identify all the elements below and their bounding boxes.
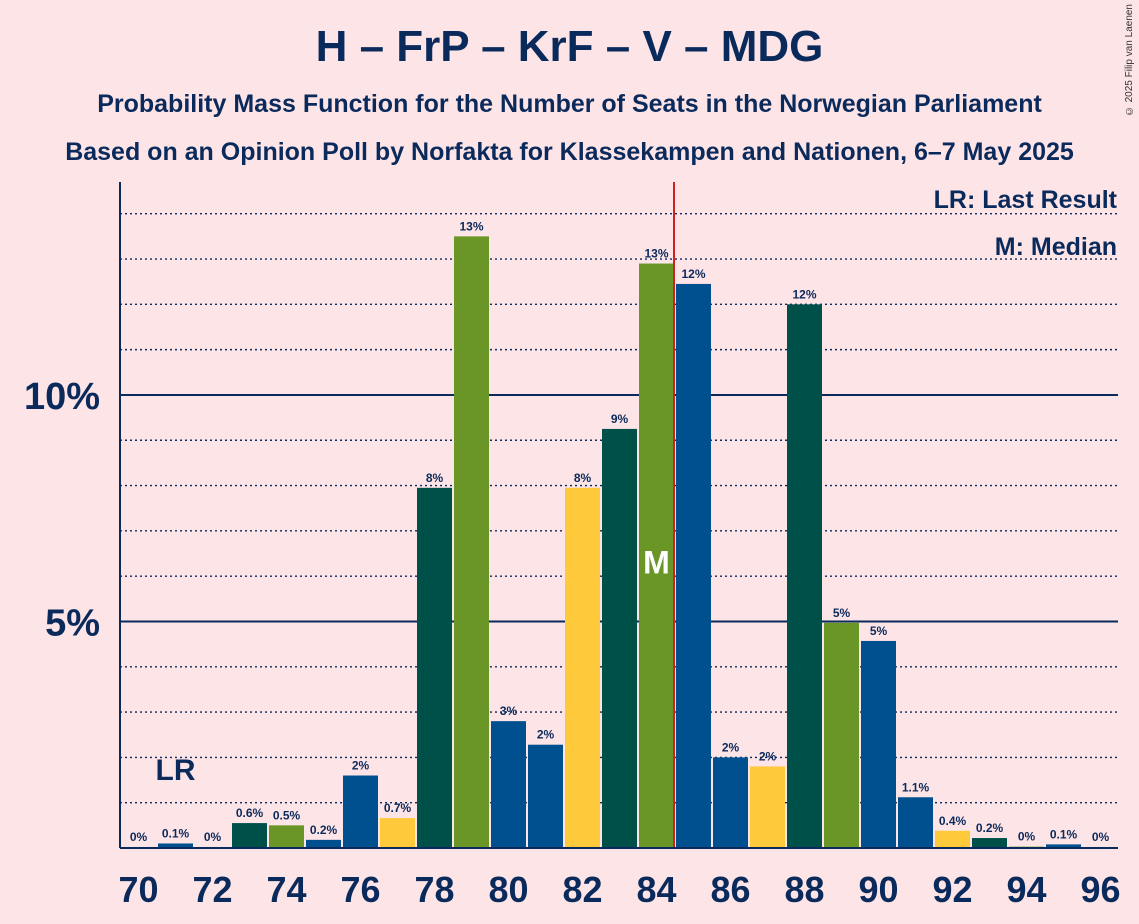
bar-seats-73 xyxy=(232,823,267,848)
bar-seats-84 xyxy=(639,263,674,848)
bar-seats-83 xyxy=(602,428,637,848)
chart-subtitle: Probability Mass Function for the Number… xyxy=(97,90,1042,118)
bar-value-label: 2% xyxy=(722,740,740,754)
bar-value-label: 9% xyxy=(611,412,629,426)
bar-value-label: 12% xyxy=(681,267,705,281)
bar-seats-92 xyxy=(935,830,970,848)
bar-value-label: 8% xyxy=(426,471,444,485)
bar-seats-89 xyxy=(824,622,859,848)
bar-value-label: 2% xyxy=(352,759,370,773)
bar-seats-79 xyxy=(454,236,489,849)
chart-source-line: Based on an Opinion Poll by Norfakta for… xyxy=(65,138,1074,166)
x-tick-label: 74 xyxy=(266,869,306,910)
bar-value-label: 13% xyxy=(459,219,483,233)
x-tick-label: 72 xyxy=(192,869,232,910)
x-tick-label: 84 xyxy=(636,869,676,910)
bar-seats-75 xyxy=(306,839,341,848)
bar-seats-80 xyxy=(491,721,526,848)
x-tick-label: 80 xyxy=(488,869,528,910)
bar-seats-76 xyxy=(343,775,378,848)
bar-value-label: 12% xyxy=(792,287,816,301)
last-result-marker: LR xyxy=(156,754,196,787)
y-tick-label: 10% xyxy=(24,376,100,418)
bar-seats-91 xyxy=(898,797,933,848)
x-tick-label: 86 xyxy=(710,869,750,910)
x-tick-label: 78 xyxy=(414,869,454,910)
chart-title: H – FrP – KrF – V – MDG xyxy=(315,22,824,71)
legend-last-result: LR: Last Result xyxy=(933,186,1117,214)
bar-value-label: 0% xyxy=(1018,830,1036,844)
x-tick-label: 94 xyxy=(1006,869,1046,910)
bar-value-label: 2% xyxy=(537,728,555,742)
bar-value-label: 0% xyxy=(130,830,148,844)
bar-seats-86 xyxy=(713,757,748,848)
bar-value-label: 0% xyxy=(1092,830,1110,844)
x-tick-label: 96 xyxy=(1080,869,1120,910)
x-tick-label: 90 xyxy=(858,869,898,910)
bar-value-label: 0% xyxy=(204,830,222,844)
bar-seats-81 xyxy=(528,744,563,848)
bar-seats-95 xyxy=(1046,844,1081,848)
bar-seats-77 xyxy=(380,818,415,848)
bar-value-label: 0.1% xyxy=(162,826,190,840)
bar-seats-93 xyxy=(972,838,1007,848)
bar-value-label: 8% xyxy=(574,471,592,485)
bar-value-label: 0.2% xyxy=(976,821,1004,835)
bar-value-label: 5% xyxy=(833,606,851,620)
bar-value-label: 0.6% xyxy=(236,806,264,820)
bar-value-label: 0.2% xyxy=(310,823,338,837)
bar-value-label: 0.1% xyxy=(1050,827,1078,841)
bar-seats-82 xyxy=(565,487,600,848)
bar-seats-74 xyxy=(269,825,304,848)
x-tick-label: 82 xyxy=(562,869,602,910)
bar-value-label: 2% xyxy=(759,749,777,763)
bar-value-label: 0.4% xyxy=(939,814,967,828)
bar-value-label: 13% xyxy=(644,247,668,261)
bar-seats-88 xyxy=(787,304,822,848)
bar-value-label: 5% xyxy=(870,624,888,638)
bar-seats-90 xyxy=(861,640,896,848)
x-tick-label: 88 xyxy=(784,869,824,910)
x-tick-label: 92 xyxy=(932,869,972,910)
bar-value-label: 1.1% xyxy=(902,780,930,794)
x-tick-label: 70 xyxy=(118,869,158,910)
bar-seats-87 xyxy=(750,766,785,848)
bar-seats-78 xyxy=(417,487,452,848)
bar-value-label: 0.7% xyxy=(384,801,412,815)
legend-median: M: Median xyxy=(994,233,1117,261)
y-tick-label: 5% xyxy=(45,602,100,644)
median-marker: M xyxy=(643,545,670,581)
bar-value-label: 0.5% xyxy=(273,808,301,822)
x-tick-label: 76 xyxy=(340,869,380,910)
bar-seats-85 xyxy=(676,283,711,848)
bar-seats-71 xyxy=(158,843,193,848)
bar-value-label: 3% xyxy=(500,704,518,718)
